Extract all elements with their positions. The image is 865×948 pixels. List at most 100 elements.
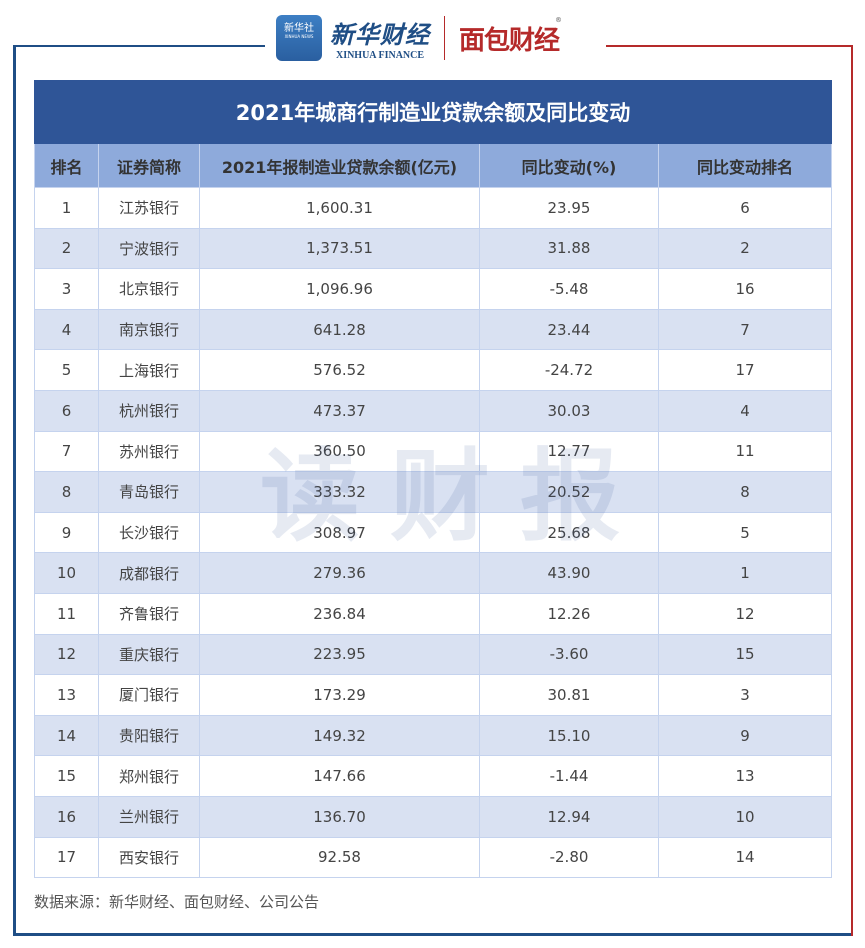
table-cell: -2.80 [479, 836, 659, 879]
column-header: 证券简称 [98, 143, 200, 188]
table-cell: 7 [34, 430, 99, 473]
table-cell: 15 [34, 755, 99, 797]
table-cell: -1.44 [479, 755, 659, 797]
table-cell: 15 [657, 633, 833, 676]
table-row: 13 厦门银行 173.29 30.81 3 [34, 674, 833, 716]
data-table: 2021年城商行制造业贷款余额及同比变动 排名 证券简称 2021年报制造业贷款… [33, 80, 833, 879]
frame-border-top-left [13, 45, 265, 47]
table-cell: 16 [34, 795, 99, 838]
xinhua-icon-text: 新华社 [284, 23, 314, 34]
table-cell: 11 [34, 592, 99, 635]
table-cell: 1,373.51 [199, 227, 480, 270]
table-cell: 贵阳银行 [98, 714, 200, 757]
table-row: 9 长沙银行 308.97 25.68 5 [34, 511, 833, 554]
table-cell: 31.88 [479, 227, 659, 270]
table-cell: 西安银行 [98, 836, 200, 879]
table-cell: 9 [657, 714, 833, 757]
table-cell: 2 [657, 227, 833, 270]
xinhua-finance-en: XINHUA FINANCE [335, 50, 425, 61]
table-cell: 兰州银行 [98, 795, 200, 838]
table-cell: 23.95 [479, 187, 659, 229]
table-cell: 杭州银行 [98, 389, 200, 432]
table-row: 4 南京银行 641.28 23.44 7 [34, 308, 833, 351]
column-header: 排名 [34, 143, 99, 188]
table-cell: 473.37 [199, 389, 480, 432]
table-cell: 10 [34, 552, 99, 594]
table-cell: 25.68 [479, 511, 659, 554]
table-title-row: 2021年城商行制造业贷款余额及同比变动 [33, 80, 833, 144]
table-cell: 30.03 [479, 389, 659, 432]
table-cell: 1 [657, 552, 833, 594]
table-row: 16 兰州银行 136.70 12.94 10 [34, 795, 833, 838]
table-row: 1 江苏银行 1,600.31 23.95 6 [34, 187, 833, 229]
table-cell: 13 [34, 674, 99, 716]
table-cell: 149.32 [199, 714, 480, 757]
column-header: 同比变动排名 [657, 143, 833, 188]
xinhua-icon-sub: XINHUA NEWS [284, 34, 314, 39]
table-cell: 12.26 [479, 592, 659, 635]
table-cell: 长沙银行 [98, 511, 200, 554]
table-cell: 236.84 [199, 592, 480, 635]
table-cell: 23.44 [479, 308, 659, 351]
frame-border-left [13, 45, 16, 936]
table-cell: 厦门银行 [98, 674, 200, 716]
table-cell: 北京银行 [98, 268, 200, 310]
table-cell: 30.81 [479, 674, 659, 716]
frame-border-top-right [606, 45, 853, 47]
table-cell: 8 [657, 471, 833, 513]
table-cell: 20.52 [479, 471, 659, 513]
table-cell: 江苏银行 [98, 187, 200, 229]
table-cell: 1,096.96 [199, 268, 480, 310]
table-row: 12 重庆银行 223.95 -3.60 15 [34, 633, 833, 676]
table-cell: 308.97 [199, 511, 480, 554]
table-cell: 2 [34, 227, 99, 270]
table-row: 10 成都银行 279.36 43.90 1 [34, 552, 833, 594]
table-cell: 17 [657, 349, 833, 391]
mianbao-text: 面包财经 [459, 25, 560, 56]
column-header: 2021年报制造业贷款余额(亿元) [199, 143, 480, 188]
table-cell: 12 [34, 633, 99, 676]
table-cell: 17 [34, 836, 99, 879]
table-cell: 青岛银行 [98, 471, 200, 513]
table-row: 2 宁波银行 1,373.51 31.88 2 [34, 227, 833, 270]
table-cell: 136.70 [199, 795, 480, 838]
table-cell: 4 [657, 389, 833, 432]
table-cell: 223.95 [199, 633, 480, 676]
table-cell: 11 [657, 430, 833, 473]
table-cell: 14 [34, 714, 99, 757]
table-cell: 10 [657, 795, 833, 838]
table-row: 14 贵阳银行 149.32 15.10 9 [34, 714, 833, 757]
table-cell: 12 [657, 592, 833, 635]
table-cell: 齐鲁银行 [98, 592, 200, 635]
table-cell: 苏州银行 [98, 430, 200, 473]
logo-divider [444, 16, 445, 60]
table-cell: 173.29 [199, 674, 480, 716]
xinhua-finance-cn: 新华财经 [330, 20, 430, 49]
table-cell: 上海银行 [98, 349, 200, 391]
table-cell: 641.28 [199, 308, 480, 351]
table-row: 17 西安银行 92.58 -2.80 14 [34, 836, 833, 879]
table-cell: 43.90 [479, 552, 659, 594]
table-cell: 360.50 [199, 430, 480, 473]
table-cell: 279.36 [199, 552, 480, 594]
xinhua-finance-logo: 新华财经 XINHUA FINANCE [330, 15, 430, 61]
table-row: 3 北京银行 1,096.96 -5.48 16 [34, 268, 833, 310]
table-cell: 92.58 [199, 836, 480, 879]
table-cell: 成都银行 [98, 552, 200, 594]
table-cell: 147.66 [199, 755, 480, 797]
table-row: 5 上海银行 576.52 -24.72 17 [34, 349, 833, 391]
table-cell: 13 [657, 755, 833, 797]
table-row: 8 青岛银行 333.32 20.52 8 [34, 471, 833, 513]
xinhua-news-logo-icon: 新华社 XINHUA NEWS [276, 15, 322, 61]
table-cell: 4 [34, 308, 99, 351]
table-row: 6 杭州银行 473.37 30.03 4 [34, 389, 833, 432]
table-cell: 6 [657, 187, 833, 229]
table-cell: 6 [34, 389, 99, 432]
table-cell: 9 [34, 511, 99, 554]
table-cell: 郑州银行 [98, 755, 200, 797]
column-header: 同比变动(%) [479, 143, 659, 188]
header-logos: 新华社 XINHUA NEWS 新华财经 XINHUA FINANCE 面包财经… [276, 12, 562, 64]
table-row: 7 苏州银行 360.50 12.77 11 [34, 430, 833, 473]
table-cell: 15.10 [479, 714, 659, 757]
